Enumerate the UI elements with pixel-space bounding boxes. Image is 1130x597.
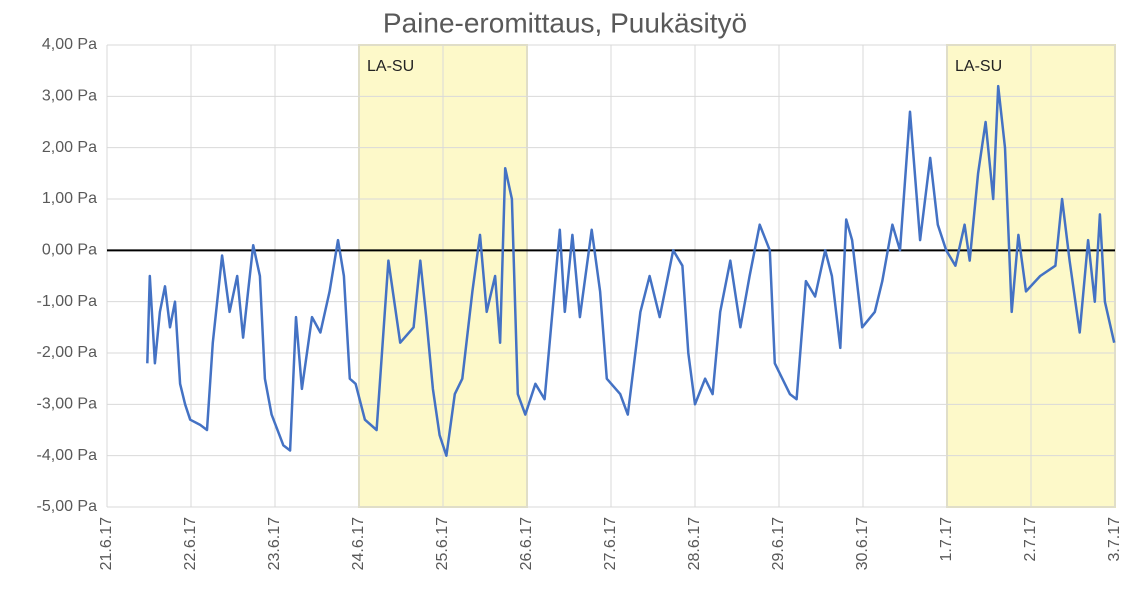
y-tick-label: 4,00 Pa [42,36,97,53]
y-tick-label: -4,00 Pa [37,447,98,464]
x-tick-label: 3.7.17 [1106,517,1123,562]
x-tick-label: 23.6.17 [266,517,283,570]
x-tick-label: 1.7.17 [938,517,955,562]
y-tick-label: 0,00 Pa [42,242,97,259]
region-label: LA-SU [367,58,414,75]
y-tick-label: -2,00 Pa [37,344,98,361]
y-tick-label: -1,00 Pa [37,293,98,310]
x-tick-label: 21.6.17 [98,517,115,570]
data-line [146,84,1116,457]
y-tick-label: -5,00 Pa [37,498,98,515]
x-tick-label: 30.6.17 [854,517,871,570]
x-tick-label: 24.6.17 [350,517,367,570]
region-label: LA-SU [955,58,1002,75]
x-tick-label: 25.6.17 [434,517,451,570]
chart-title: Paine-eromittaus, Puukäsityö [383,7,747,38]
x-tick-label: 22.6.17 [182,517,199,570]
y-tick-label: 1,00 Pa [42,190,97,207]
y-tick-label: 3,00 Pa [42,88,97,105]
y-tick-label: 2,00 Pa [42,139,97,156]
y-tick-label: -3,00 Pa [37,396,98,413]
x-tick-label: 27.6.17 [602,517,619,570]
x-tick-label: 2.7.17 [1022,517,1039,562]
x-tick-label: 26.6.17 [518,517,535,570]
x-tick-label: 28.6.17 [686,517,703,570]
x-tick-label: 29.6.17 [770,517,787,570]
